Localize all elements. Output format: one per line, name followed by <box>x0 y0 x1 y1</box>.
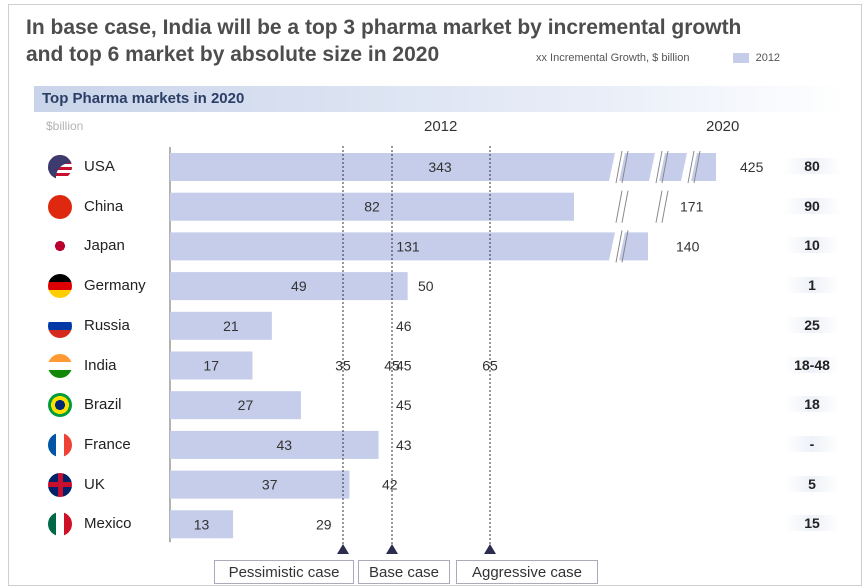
mexico-flag-icon <box>48 512 72 537</box>
country-label-france: France <box>84 435 131 453</box>
axis-break-china-1 <box>648 190 669 223</box>
bar-india <box>170 351 253 380</box>
scenario-label-1: Base case <box>358 560 450 584</box>
bar-france <box>170 430 379 459</box>
title-line-1: In base case, India will be a top 3 phar… <box>26 16 742 39</box>
bar-brazil <box>170 391 301 420</box>
legend: xx Incremental Growth, $ billion 2012 <box>536 52 780 64</box>
incremental-growth-mexico: 15 <box>784 515 840 532</box>
value-2012-china: 82 <box>364 199 380 215</box>
country-label-japan: Japan <box>84 237 125 255</box>
germany-flag-icon <box>48 274 72 299</box>
bar-china <box>170 192 574 221</box>
value-2012-mexico: 13 <box>194 516 210 532</box>
axis-break-usa-0 <box>608 150 629 184</box>
value-2012-brazil: 27 <box>238 397 254 413</box>
legend-swatch <box>732 53 749 64</box>
value-2012-germany: 49 <box>291 278 307 294</box>
incremental-growth-france: - <box>784 435 840 452</box>
country-label-china: China <box>84 197 124 215</box>
value-2020-uk: 42 <box>382 477 398 493</box>
country-label-usa: USA <box>84 158 115 175</box>
unit-label: $billion <box>46 119 84 133</box>
value-2020-mexico: 29 <box>316 516 332 532</box>
scenario-marker-1 <box>386 544 398 554</box>
country-label-uk: UK <box>84 475 105 493</box>
value-2012-france: 43 <box>276 437 292 453</box>
incremental-growth-japan: 10 <box>784 237 840 254</box>
value-2020-china: 171 <box>680 199 704 215</box>
axis-break-usa-2 <box>680 150 701 184</box>
scenario-marker-0 <box>337 544 349 554</box>
axis-break-china-0 <box>608 190 629 223</box>
india-flag-icon <box>48 353 72 378</box>
country-label-mexico: Mexico <box>84 515 132 533</box>
usa-flag-icon <box>48 155 72 179</box>
value-2012-usa: 343 <box>428 159 452 175</box>
country-label-india: India <box>84 356 117 374</box>
page-title: In base case, India will be a top 3 phar… <box>26 14 826 68</box>
title-line-2: and top 6 market by absolute size in 202… <box>26 43 440 66</box>
incremental-growth-germany: 1 <box>784 277 840 294</box>
scenario-marker-2 <box>484 544 496 554</box>
country-label-germany: Germany <box>84 277 146 295</box>
value-2020-france: 43 <box>396 437 412 453</box>
france-flag-icon <box>48 432 72 457</box>
bar-mexico <box>170 510 234 539</box>
china-flag-icon <box>48 194 72 219</box>
axis-break-usa-1 <box>648 150 669 184</box>
country-label-russia: Russia <box>84 316 130 334</box>
india-scenario-value-2: 65 <box>482 358 498 374</box>
incremental-growth-usa: 80 <box>784 158 840 174</box>
legend-bar-label: 2012 <box>755 52 781 64</box>
value-2012-uk: 37 <box>262 477 278 493</box>
india-scenario-value-0: 35 <box>335 358 351 374</box>
russia-flag-icon <box>48 313 72 338</box>
value-2020-india: 45 <box>396 358 412 374</box>
incremental-growth-uk: 5 <box>784 475 840 492</box>
legend-incremental-label: xx Incremental Growth, $ billion <box>536 52 690 64</box>
value-2020-japan: 140 <box>676 238 700 254</box>
axis-break-japan-0 <box>608 230 629 263</box>
value-2020-brazil: 45 <box>396 397 412 413</box>
scenario-label-0: Pessimistic case <box>214 560 354 584</box>
section-header: Top Pharma markets in 2020 <box>34 86 846 112</box>
incremental-growth-india: 18-48 <box>784 356 840 373</box>
bar-uk <box>170 470 350 499</box>
value-2012-india: 17 <box>203 358 219 374</box>
incremental-growth-brazil: 18 <box>784 396 840 413</box>
country-label-brazil: Brazil <box>84 396 122 414</box>
bar-germany <box>170 272 408 301</box>
scenario-label-2: Aggressive case <box>456 560 598 584</box>
value-2020-russia: 46 <box>396 318 412 334</box>
incremental-growth-china: 90 <box>784 197 840 214</box>
japan-flag-icon <box>48 234 72 259</box>
bar-russia <box>170 311 272 340</box>
bar-japan <box>170 232 648 261</box>
value-2020-germany: 50 <box>418 278 434 294</box>
india-scenario-value-1: 45 <box>384 358 400 374</box>
value-2012-japan: 131 <box>396 238 420 254</box>
column-header-2012: 2012 <box>424 118 458 135</box>
value-2012-russia: 21 <box>223 318 239 334</box>
brazil-flag-icon <box>48 393 72 418</box>
value-2020-usa: 425 <box>740 159 764 175</box>
column-header-2020: 2020 <box>706 118 740 135</box>
uk-flag-icon <box>48 472 72 497</box>
incremental-growth-russia: 25 <box>784 316 840 333</box>
